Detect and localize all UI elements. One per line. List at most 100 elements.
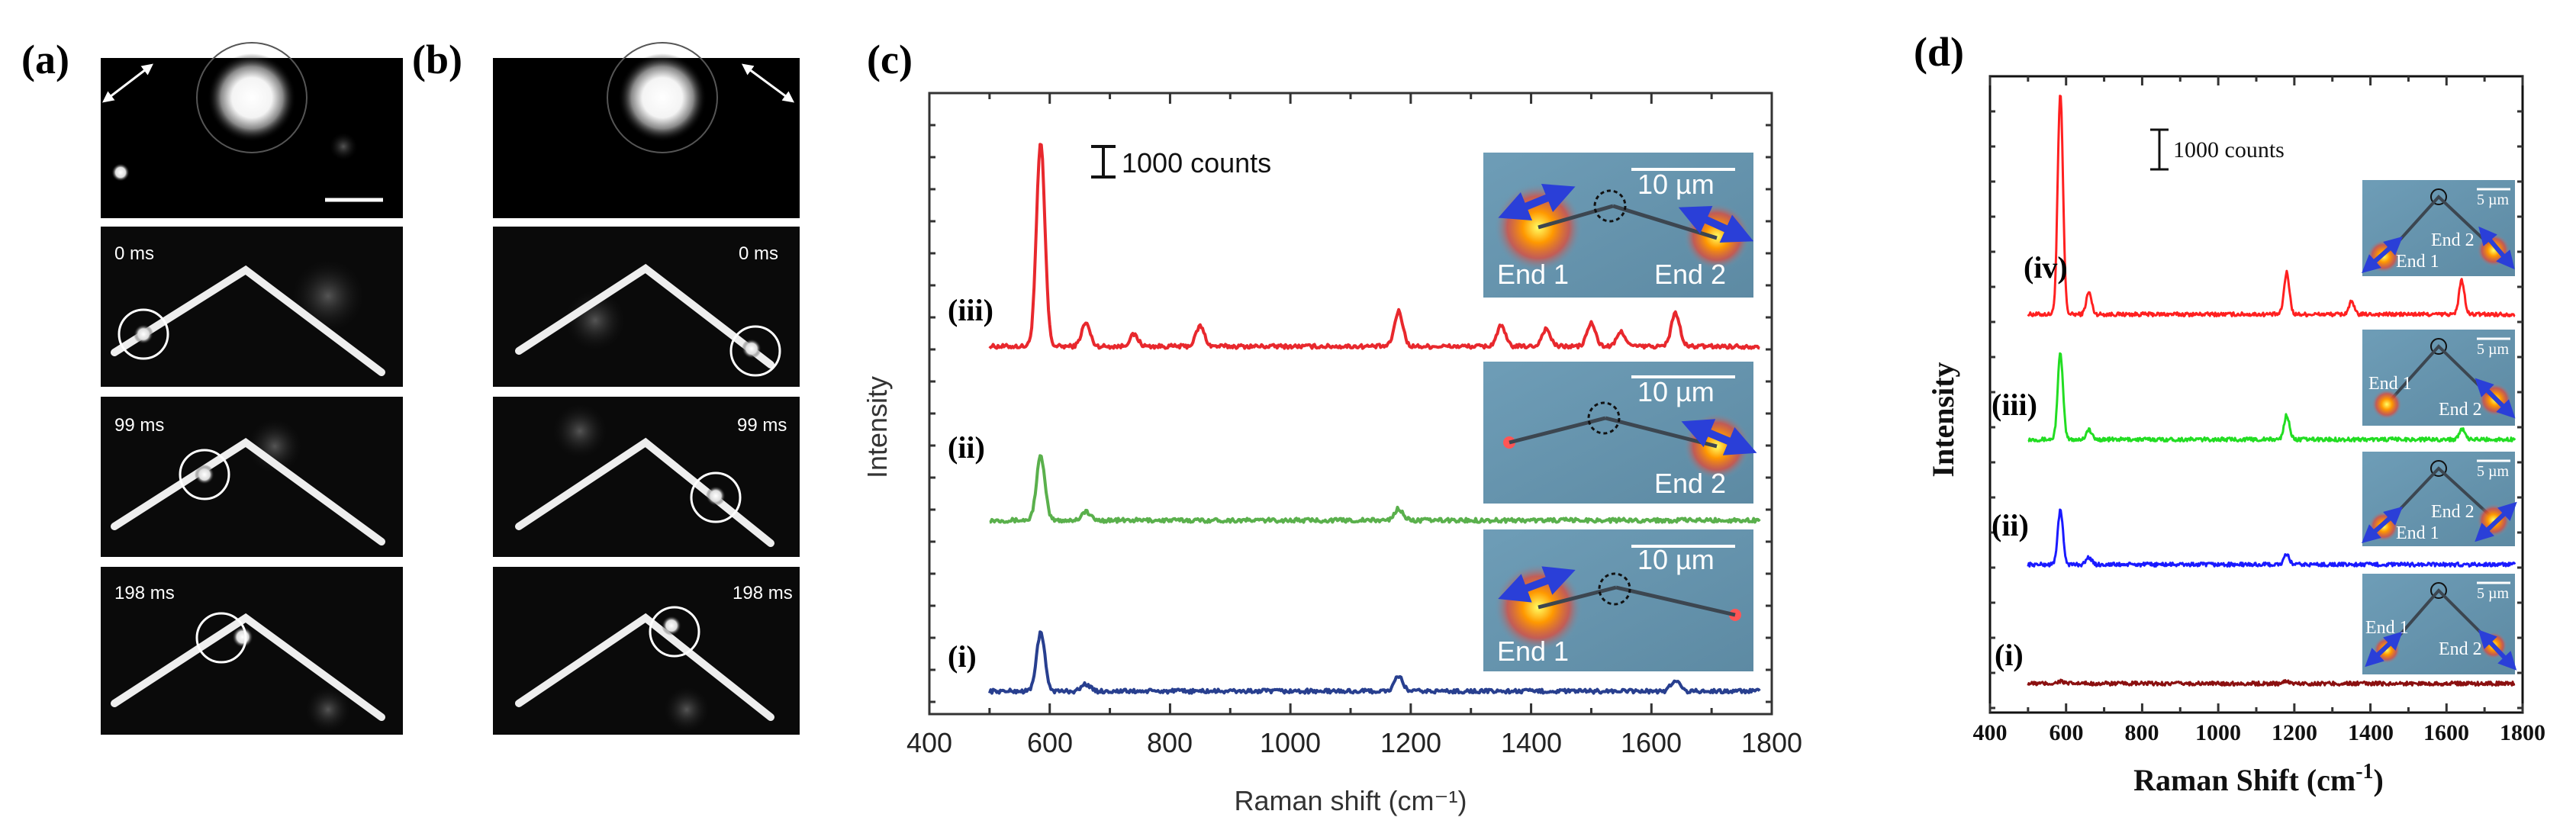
panel-c: 400 600 800 1000 1200 1400 1600 1800 Ram… <box>861 92 1802 816</box>
inset-scale-label: 10 µm <box>1637 544 1715 575</box>
polarization-arrow-icon <box>2475 378 2516 419</box>
end-1-label: End 1 <box>1497 259 1569 290</box>
chart-c-xtick-labels: 400 600 800 1000 1200 1400 1600 1800 <box>906 727 1802 758</box>
inset-c-iii: 10 µm End 1 End 2 <box>1483 153 1754 298</box>
panel-d: 400 600 800 1000 1200 1400 1600 1800 Ram… <box>1926 75 2546 797</box>
chart-c-xlabel: Raman shift (cm⁻¹) <box>1234 785 1467 816</box>
frame-time: 99 ms <box>114 415 164 436</box>
end-2-label: End 2 <box>2439 639 2482 659</box>
x-tick-label: 400 <box>906 727 952 758</box>
x-tick-label: 800 <box>2125 720 2159 745</box>
x-tick-label: 600 <box>2050 720 2084 745</box>
x-tick-label: 1400 <box>2348 720 2394 745</box>
polarization-arrow-icon <box>2478 226 2515 270</box>
scale-bar-label: 1000 counts <box>2173 137 2285 163</box>
x-tick-label: 1400 <box>1501 727 1562 758</box>
frame-time: 0 ms <box>114 243 154 264</box>
bright-source <box>208 53 296 142</box>
frame-time: 198 ms <box>733 583 793 603</box>
polarization-arrow-icon <box>2365 631 2403 668</box>
x-tick-label: 1600 <box>2423 720 2469 745</box>
series-label-i: (i) <box>948 639 977 674</box>
scale-bar-1000-counts: 1000 counts <box>2150 128 2285 171</box>
series-label-iii: (iii) <box>948 293 993 327</box>
polarization-arrow-icon <box>2362 237 2403 273</box>
chart-d-xtick-labels: 400 600 800 1000 1200 1400 1600 1800 <box>1973 720 2546 745</box>
panel-b: 0 ms 99 ms 198 ms <box>493 42 800 735</box>
x-tick-label: 1200 <box>2272 720 2317 745</box>
frame-b-99ms: 99 ms <box>493 397 800 557</box>
polarization-arrow-icon <box>1498 566 1576 603</box>
series-label-i: (i) <box>1995 638 2024 672</box>
chart-d-xlabel: Raman Shift (cm-1) <box>2133 760 2384 797</box>
panel-label-a: (a) <box>21 37 69 82</box>
end-1-label: End 1 <box>1497 636 1569 667</box>
xlabel-main: Raman Shift (cm <box>2133 763 2355 797</box>
panel-a: 0 ms 99 ms 198 ms <box>101 42 403 735</box>
end-2-label: End 2 <box>1654 259 1726 290</box>
chart-c-ticks <box>928 93 1773 714</box>
frame-a-198ms: 198 ms <box>101 567 403 735</box>
tracking-circle <box>195 612 247 664</box>
series-line <box>988 630 1761 695</box>
end-1-label: End 1 <box>2365 618 2409 638</box>
chart-d-ylabel: Intensity <box>1926 362 1960 477</box>
polarization-arrow-icon <box>2475 501 2517 542</box>
end-2-label: End 2 <box>2431 502 2475 522</box>
chart-c-ylabel: Intensity <box>861 376 893 478</box>
x-tick-label: 1800 <box>2500 720 2545 745</box>
tracking-circle <box>729 325 781 377</box>
end-2-label: End 2 <box>2439 400 2482 420</box>
end-1-label: End 1 <box>2396 523 2439 543</box>
series-line <box>2027 95 2516 318</box>
panel-label-d: (d) <box>1914 29 1964 75</box>
x-tick-label: 400 <box>1973 720 2008 745</box>
scale-bar-label: 1000 counts <box>1122 147 1271 179</box>
chart-d-series <box>2027 95 2516 687</box>
frame-time: 198 ms <box>114 583 175 603</box>
x-tick-label: 600 <box>1027 727 1073 758</box>
bright-source <box>618 53 707 142</box>
x-tick-label: 800 <box>1147 727 1193 758</box>
inset-scale-label: 10 µm <box>1637 169 1715 200</box>
series-line <box>989 454 1761 524</box>
chart-d-ticks <box>1988 76 2524 713</box>
frame-time: 99 ms <box>737 415 787 436</box>
inset-scale-label: 5 µm <box>2477 191 2510 208</box>
end-1-label: End 1 <box>2396 252 2439 272</box>
panel-label-c: (c) <box>867 37 913 82</box>
polarization-arrow-icon <box>102 63 153 103</box>
inset-d-iv: 5 µm End 2 End 1 <box>2362 180 2515 276</box>
polarization-arrow-icon <box>741 63 795 103</box>
polarization-arrow-icon <box>2478 629 2517 671</box>
series-label-iii: (iii) <box>1992 388 2037 422</box>
x-tick-label: 1000 <box>2195 720 2241 745</box>
frame-a-99ms: 99 ms <box>101 397 403 557</box>
polarization-arrow-icon <box>2362 507 2403 543</box>
frame-b-0ms: 0 ms <box>493 227 800 387</box>
series-label-ii: (ii) <box>1992 508 2029 542</box>
series-line <box>2027 508 2516 568</box>
tracking-circle <box>690 471 742 523</box>
x-tick-label: 1200 <box>1380 727 1441 758</box>
inset-c-i: 10 µm End 1 <box>1483 529 1753 671</box>
x-tick-label: 1000 <box>1260 727 1321 758</box>
polarization-arrow-icon <box>1678 206 1754 243</box>
end-2-label: End 2 <box>2431 230 2475 250</box>
scale-bar-1000-counts: 1000 counts <box>1091 145 1271 179</box>
tracking-circle <box>179 449 230 500</box>
chart-c-series <box>988 143 1761 695</box>
inset-c-ii: 10 µm End 2 <box>1483 362 1757 504</box>
polarization-arrow-icon <box>1498 183 1576 221</box>
inset-d-i: 5 µm End 1 End 2 <box>2362 574 2517 674</box>
inset-scale-label: 5 µm <box>2477 463 2510 480</box>
series-label-iv: (iv) <box>2024 250 2068 285</box>
inset-scale-label: 10 µm <box>1637 376 1715 407</box>
x-tick-label: 1800 <box>1741 727 1802 758</box>
inset-scale-label: 5 µm <box>2477 585 2510 602</box>
tracking-circle <box>118 308 169 360</box>
frame-a-0ms: 0 ms <box>101 227 403 387</box>
panel-label-b: (b) <box>412 37 462 82</box>
inset-d-ii: 5 µm End 2 End 1 <box>2362 452 2517 546</box>
